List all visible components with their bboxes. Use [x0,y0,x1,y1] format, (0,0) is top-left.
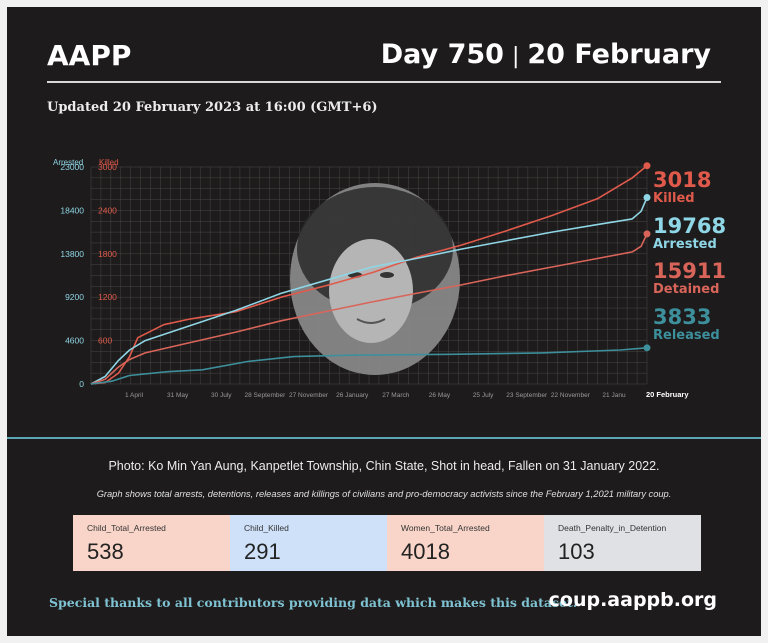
stat-label: Child_Total_Arrested [87,523,166,533]
end-value-killed: 3018 [653,168,711,192]
end-marker-killed [643,162,651,170]
day-counter: Day 750 | 20 February [381,39,711,70]
series-line-detained [90,233,648,385]
brand-title: AAPP [47,39,132,72]
end-marker-released [643,344,651,352]
x-tick-label: 31 May [167,392,189,399]
date-label: 20 February [527,39,711,70]
end-marker-arrested [643,193,651,201]
end-name-detained: Detained [653,282,719,297]
header-rule [47,81,721,83]
x-tick-label: 1 April [125,392,144,399]
series-line-arrested [90,197,648,385]
end-value-detained: 15911 [653,259,726,283]
stats-table: Child_Total_Arrested 538 Child_Killed 29… [73,515,701,571]
portrait-face [329,239,413,343]
line-chart: Arrested Killed 23000 18400 13800 9200 4600 0 30… [53,158,726,399]
left-axis-title: Arrested [53,158,83,167]
tick-label-killed: 1800 [98,249,117,259]
x-tick-label: 26 May [429,392,451,399]
tick-label-arrested: 13800 [60,249,84,259]
stat-death-penalty: Death_Penalty_in_Detention 103 [544,515,701,571]
tick-label-killed: 2400 [98,205,117,215]
x-tick-label: 21 Janu [602,392,626,399]
x-tick-label: 20 February [646,390,689,399]
end-value-released: 3833 [653,305,711,329]
day-label: Day 750 [380,39,504,70]
stat-label: Women_Total_Arrested [401,523,490,533]
stat-label: Child_Killed [244,523,289,533]
graph-note: Graph shows total arrests, detentions, r… [96,489,672,499]
stat-value: 4018 [401,539,450,564]
tick-label-killed: 1200 [98,292,117,302]
tick-label-arrested: 9200 [65,292,84,302]
stat-value: 291 [244,539,281,564]
x-tick-label: 27 March [382,392,409,399]
portrait-mouth [356,318,386,324]
x-tick-label: 23 September [506,392,548,399]
series-line-released [90,347,648,385]
tick-label-arrested: 0 [79,379,84,389]
x-tick-label: 27 November [289,392,329,399]
tick-label-killed: 600 [98,336,112,346]
thanks-note: Special thanks to all contributors provi… [49,595,578,610]
series-line-killed [90,165,648,385]
right-axis-title: Killed [99,158,119,167]
tick-label-arrested: 23000 [60,162,84,172]
end-value-arrested: 19768 [653,214,726,238]
end-name-killed: Killed [653,191,695,206]
x-tick-label: 26 January [336,392,369,399]
end-name-released: Released [653,328,720,343]
tick-label-arrested: 18400 [60,205,84,215]
x-tick-label: 22 November [551,392,591,399]
x-tick-label: 30 July [211,392,232,399]
end-name-arrested: Arrested [653,237,717,252]
stat-label: Death_Penalty_in_Detention [558,523,667,533]
tick-label-arrested: 4600 [65,336,84,346]
end-marker-detained [643,230,651,238]
x-tick-label: 25 July [473,392,494,399]
updated-timestamp: Updated 20 February 2023 at 16:00 (GMT+6… [47,100,378,115]
section-divider [7,437,761,439]
website-link[interactable]: coup.aappb.org [548,589,717,611]
tick-label-killed: 3000 [98,162,117,172]
stat-child-killed: Child_Killed 291 [230,515,387,571]
day-separator: | [511,44,520,69]
stat-child-total-arrested: Child_Total_Arrested 538 [73,515,230,571]
infographic-card: AAPP Day 750 | 20 February Updated 20 Febr… [7,7,761,636]
portrait-eye-right [380,272,394,278]
stat-value: 103 [558,539,595,564]
stat-women-total-arrested: Women_Total_Arrested 4018 [387,515,544,571]
stat-value: 538 [87,539,124,564]
photo-caption: Photo: Ko Min Yan Aung, Kanpetlet Townsh… [108,459,660,473]
x-tick-label: 28 September [244,392,286,399]
